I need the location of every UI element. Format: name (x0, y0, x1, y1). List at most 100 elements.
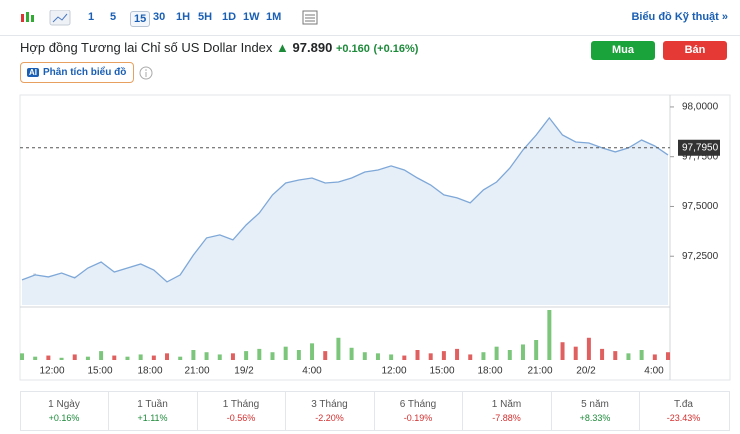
volume-bar (191, 350, 196, 360)
price: 97.890 (292, 40, 333, 55)
volume-bar (573, 346, 578, 360)
period: 3 Tháng (311, 399, 348, 410)
performance-cell: 1 Tháng -0.56% (197, 392, 286, 430)
interval[interactable]: 1 (88, 11, 95, 23)
interval[interactable]: 15 (130, 11, 151, 27)
interval[interactable]: 30 (153, 11, 166, 23)
interval[interactable]: 1W (243, 11, 260, 23)
chart-frame (19, 94, 731, 381)
x-tick-label: 19/2 (234, 366, 254, 377)
x-tick-label: 15:00 (429, 366, 454, 377)
interval[interactable]: 1M (266, 11, 282, 23)
period: 1 Tuần (137, 399, 168, 410)
y-tick-label: 98,0000 (682, 102, 719, 113)
x-tick-label: 21:00 (184, 366, 209, 377)
performance-cell: 3 Tháng -2.20% (286, 392, 375, 430)
period-change: -23.43% (666, 413, 701, 423)
volume-bar (415, 350, 420, 360)
volume-bar (428, 353, 433, 360)
change-pct: (+0.16%) (373, 43, 419, 55)
volume-bar (85, 356, 90, 360)
x-tick-label: 12:00 (39, 366, 64, 377)
up-arrow: ▲ (276, 40, 289, 55)
volume-bar (257, 348, 262, 360)
volume-bar (336, 337, 341, 360)
sell-button[interactable]: Bán (663, 41, 727, 60)
performance-table: 1 Ngày +0.16% 1 Tuần +1.11% 1 Tháng -0.56% 3 T… (20, 0, 730, 434)
volume-bar (652, 354, 657, 360)
volume-bar (626, 353, 631, 360)
volume-bar (72, 354, 77, 360)
toolbar: 1 5 15 30 1H 5H 1D 1W 1M Biểu đồ Kỹ thuật » (0, 0, 740, 36)
x-tick-label: 4:00 (302, 366, 322, 377)
volume-bar (507, 350, 512, 360)
volume-bar (534, 340, 539, 360)
volume-bar (600, 348, 605, 360)
volume-bar (125, 356, 130, 360)
period-change: +1.11% (137, 413, 168, 423)
volume-bar (244, 351, 249, 360)
period: 1 Tháng (222, 399, 260, 410)
volume-bar (46, 355, 51, 360)
volume-bar (389, 354, 394, 360)
volume-bar (481, 352, 486, 360)
interval[interactable]: 1H (176, 11, 191, 23)
volume-bar (217, 354, 222, 360)
period-change: +0.16% (48, 413, 80, 423)
performance-cell: T.đa -23.43% (640, 392, 728, 430)
technical-chart-link[interactable]: Biểu đồ Kỹ thuật » (631, 11, 728, 23)
volume-bar (402, 355, 407, 360)
instrument-title: Hợp đồng Tương lai Chỉ số US Dollar Inde… (20, 40, 273, 55)
ai-analysis-button[interactable]: AI Phân tích biểu đồ (20, 62, 134, 83)
period-change: -7.88% (492, 413, 521, 423)
ai-badge: AI (27, 68, 39, 77)
volume-bar (520, 344, 525, 360)
performance-cell: 1 Tuần +1.11% (109, 392, 198, 430)
buy-button[interactable]: Mua (591, 41, 655, 60)
volume-bar (494, 346, 499, 360)
last-price-label: 97,7950 (682, 142, 719, 153)
x-tick-label: 18:00 (477, 366, 502, 377)
period: T.đa (674, 399, 693, 410)
price-chart: Investing.com98,000097,750097,500097,250… (19, 94, 731, 381)
volume-bar (666, 352, 670, 360)
interval[interactable]: 1D (222, 11, 237, 23)
info-icon[interactable] (139, 66, 153, 80)
volume-bar (165, 353, 170, 360)
settings-icon[interactable] (302, 10, 318, 26)
volume-bar (296, 350, 301, 360)
volume-bar (349, 347, 354, 360)
performance-cell: 1 Năm -7.88% (463, 392, 552, 430)
period-change: -2.20% (315, 413, 344, 423)
volume-bar (586, 337, 591, 360)
volume-bar (613, 351, 618, 360)
change: +0.160 (335, 43, 370, 55)
y-tick-label: 97,5000 (682, 201, 719, 212)
table-frame (20, 391, 730, 431)
volume-bar (59, 357, 64, 360)
y-tick-label: 97,2500 (682, 251, 719, 262)
volume-bar (560, 342, 565, 360)
x-tick-label: 15:00 (87, 366, 112, 377)
period-change: +8.33% (579, 413, 611, 423)
period: 1 Năm (491, 399, 522, 410)
interval[interactable]: 5 (110, 11, 117, 23)
period: 5 năm (581, 399, 609, 410)
period-change: -0.56% (226, 413, 256, 423)
volume-bar (455, 348, 460, 360)
interval[interactable]: 5H (198, 11, 213, 23)
instrument-header: Hợp đồng Tương lai Chỉ số US Dollar Inde… (20, 40, 418, 55)
price-line (21, 116, 669, 283)
volume-bar (138, 354, 143, 360)
volume-bar (230, 353, 235, 360)
volume-bar (112, 355, 117, 360)
performance-cell: 1 Ngày +0.16% (20, 392, 109, 430)
volume-bar (547, 310, 552, 360)
period: 6 Tháng (399, 399, 437, 410)
volume-bar (375, 353, 380, 360)
chart-type-icons[interactable] (20, 10, 82, 26)
x-tick-label: 21:00 (527, 366, 552, 377)
volume-bar (310, 343, 315, 360)
volume-bar (178, 356, 183, 360)
